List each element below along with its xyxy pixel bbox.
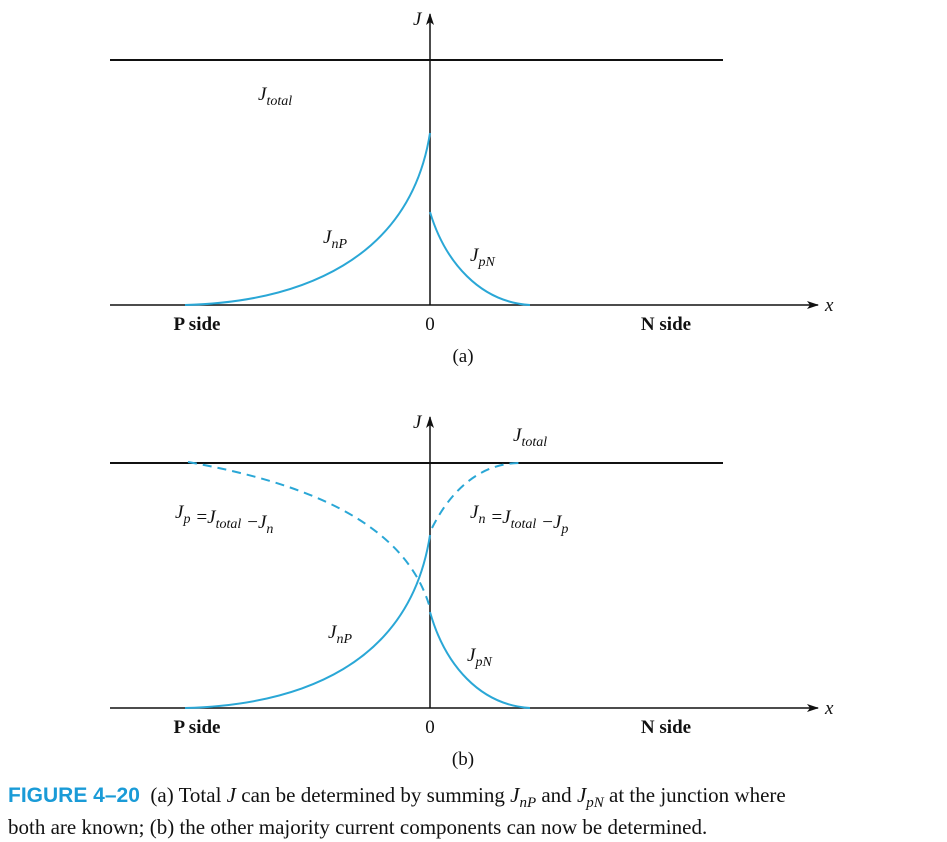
curve — [184, 534, 431, 709]
side-label: N side — [641, 717, 691, 738]
subscript: p — [182, 512, 190, 527]
symbol: J — [207, 507, 217, 528]
label: Jtotal — [258, 84, 292, 109]
caption-text: at the junction where — [603, 783, 786, 807]
symbol: J — [467, 645, 477, 666]
origin: 0 — [425, 717, 435, 738]
x-axis-label: x — [824, 698, 834, 719]
origin: 0 — [425, 314, 435, 335]
symbol: J — [323, 227, 333, 248]
y-axis-label: J — [413, 412, 423, 433]
symbol: J — [502, 507, 512, 528]
label: JpN — [467, 645, 492, 670]
subscript: nP — [519, 795, 537, 812]
subscript: nP — [331, 237, 347, 252]
subscript: total — [521, 435, 547, 450]
subscript: nP — [336, 632, 352, 647]
caption-text: can be determined by summing — [236, 783, 511, 807]
symbol: J — [553, 512, 563, 533]
subscript: n — [266, 522, 273, 537]
curve — [429, 211, 531, 306]
x-axis-label: x — [824, 295, 834, 316]
curve — [429, 611, 531, 709]
subscript: p — [560, 522, 568, 537]
symbol: J — [513, 425, 523, 446]
operator: − — [542, 512, 553, 533]
panel-caption: (a) — [452, 346, 473, 367]
operator: = — [196, 507, 207, 528]
subscript: total — [216, 517, 242, 532]
caption-line: both are known; (b) the other majority c… — [8, 815, 708, 839]
side-label: P side — [174, 314, 221, 335]
figure-label: FIGURE 4–20 — [8, 784, 140, 807]
operator: − — [247, 512, 258, 533]
curve — [184, 132, 431, 306]
subscript: total — [266, 94, 292, 109]
label: JnP — [323, 227, 347, 252]
panel-caption: (b) — [452, 749, 474, 770]
subscript: pN — [477, 255, 495, 270]
subscript: pN — [474, 655, 492, 670]
caption-line: FIGURE 4–20 (a) Total J can be determine… — [8, 783, 786, 812]
symbol: J — [258, 512, 268, 533]
subscript: n — [478, 512, 485, 527]
equation: Jp =Jtotal −Jn — [175, 502, 273, 537]
side-label: P side — [174, 717, 221, 738]
symbol: J — [258, 84, 268, 105]
side-label: N side — [641, 314, 691, 335]
operator: = — [491, 507, 502, 528]
symbol: J — [226, 783, 236, 807]
symbol: J — [328, 622, 338, 643]
symbol: J — [175, 502, 185, 523]
symbol: J — [576, 783, 587, 807]
y-axis-label: J — [413, 9, 423, 30]
caption-text: and — [536, 783, 577, 807]
subscript: pN — [586, 795, 604, 812]
curve — [187, 461, 431, 609]
label: JnP — [328, 622, 352, 647]
label: Jtotal — [513, 425, 547, 450]
equation: Jn =Jtotal −Jp — [470, 502, 568, 537]
symbol: J — [510, 783, 520, 807]
label: JpN — [470, 245, 495, 270]
caption-text: (a) Total — [150, 783, 227, 807]
subscript: total — [511, 517, 537, 532]
symbol: J — [470, 245, 480, 266]
curve — [431, 462, 521, 529]
symbol: J — [470, 502, 480, 523]
